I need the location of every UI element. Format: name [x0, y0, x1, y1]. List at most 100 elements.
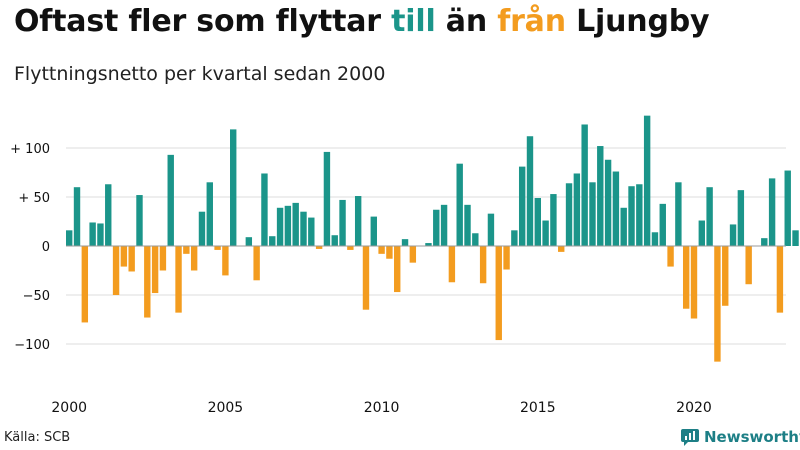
bar-2013-q4 — [495, 246, 502, 341]
bar-2010-q4 — [401, 239, 409, 246]
y-tick-label: 0 — [42, 240, 50, 255]
bar-2005-q2 — [230, 129, 237, 246]
title-part-plain: Oftast fler som flyttar — [14, 4, 392, 39]
bar-2013-q2 — [479, 246, 487, 284]
y-tick-label: + 50 — [18, 191, 50, 206]
y-tick-label: −50 — [23, 289, 50, 304]
bar-2009-q4 — [370, 216, 377, 246]
bar-2007-q4 — [308, 217, 315, 246]
bar-2014-q3 — [518, 166, 526, 246]
bar-2012-q2 — [448, 246, 456, 283]
bar-chart: + 100 + 50 0 −50 −100 2000 2005 2010 2015 2020 — [10, 115, 799, 416]
bar-2014-q1 — [503, 246, 510, 270]
bar-2008-q1 — [315, 246, 323, 249]
bar-2009-q3 — [362, 246, 370, 310]
bar-2006-q2 — [261, 173, 268, 246]
bar-2004-q2 — [198, 211, 206, 246]
bar-2000-q3 — [81, 246, 89, 323]
title-part-negative: från — [497, 4, 566, 39]
bar-2002-q4 — [151, 246, 159, 294]
bar-2011-q3 — [425, 243, 432, 246]
bar-2007-q2 — [292, 202, 299, 246]
bar-2020-q3 — [706, 187, 713, 246]
bar-2023-q1 — [784, 170, 791, 246]
bar-2020-q1 — [690, 246, 698, 319]
bar-2012-q1 — [440, 204, 448, 246]
grid-lines — [66, 147, 786, 345]
newsworthy-logo-icon — [681, 429, 699, 446]
title-part-plain: än — [435, 4, 498, 39]
bar-2009-q2 — [354, 196, 362, 246]
bar-2021-q1 — [722, 246, 729, 306]
bar-2001-q3 — [112, 246, 120, 295]
bar-2022-q2 — [761, 238, 768, 246]
x-tick-label: 2020 — [676, 400, 712, 416]
bar-2003-q4 — [183, 246, 190, 254]
bar-2021-q4 — [745, 246, 752, 285]
x-tick-label: 2000 — [51, 400, 87, 416]
brand-logo: Newsworthy — [680, 427, 800, 447]
bar-2018-q2 — [636, 184, 643, 246]
bar-2017-q3 — [612, 171, 620, 246]
bar-2019-q1 — [659, 203, 666, 246]
bar-2015-q2 — [542, 220, 549, 246]
bar-2000-q4 — [89, 222, 96, 246]
bar-2008-q2 — [323, 151, 331, 246]
x-tick-label: 2005 — [208, 400, 244, 416]
bar-2020-q2 — [698, 220, 706, 246]
bar-2019-q2 — [667, 246, 674, 267]
bar-2000-q2 — [73, 187, 81, 246]
chart-subtitle: Flyttningsnetto per kvartal sedan 2000 — [14, 63, 386, 85]
y-tick-label: + 100 — [10, 142, 50, 157]
bar-2007-q3 — [300, 211, 307, 246]
bar-2010-q2 — [386, 246, 393, 259]
bar-2017-q4 — [620, 207, 627, 246]
bar-2014-q2 — [511, 230, 518, 246]
bar-2013-q3 — [487, 213, 495, 246]
bar-2002-q2 — [136, 195, 143, 246]
brand-name: Newsworthy — [704, 428, 800, 446]
bar-2013-q1 — [472, 233, 479, 246]
bar-2018-q1 — [628, 186, 635, 246]
bar-2005-q4 — [245, 237, 253, 246]
bar-2001-q1 — [97, 223, 104, 246]
bar-2022-q3 — [768, 178, 776, 246]
bar-2008-q3 — [331, 235, 338, 246]
bar-2003-q1 — [159, 246, 167, 271]
chart-title: Oftast fler som flyttar till än från Lju… — [14, 4, 710, 39]
bar-2001-q4 — [120, 246, 128, 267]
bar-2023-q2 — [792, 230, 799, 246]
x-tick-label: 2010 — [364, 400, 400, 416]
bar-2015-q4 — [558, 246, 565, 252]
bar-2017-q1 — [597, 146, 604, 246]
bar-2012-q3 — [456, 163, 463, 246]
bar-2019-q4 — [682, 246, 690, 309]
bar-2019-q3 — [675, 182, 682, 246]
bar-2005-q1 — [222, 246, 229, 276]
bar-2016-q4 — [589, 182, 596, 246]
bar-2015-q3 — [550, 194, 557, 246]
bar-2002-q1 — [128, 246, 135, 272]
bar-2006-q1 — [253, 246, 260, 281]
bar-2003-q2 — [167, 154, 174, 246]
bar-2016-q2 — [573, 173, 581, 246]
bar-2021-q3 — [737, 190, 745, 246]
x-tick-label: 2015 — [520, 400, 556, 416]
bar-2009-q1 — [347, 246, 354, 250]
bar-2016-q1 — [565, 183, 573, 246]
bar-2018-q4 — [651, 232, 659, 246]
bar-2008-q4 — [339, 199, 346, 246]
bar-2000-q1 — [66, 230, 73, 246]
bar-2010-q3 — [394, 246, 401, 293]
bar-2004-q3 — [206, 182, 213, 246]
bar-2018-q3 — [643, 115, 651, 246]
x-axis-ticks: 2000 2005 2010 2015 2020 — [51, 400, 711, 416]
bar-2012-q4 — [464, 204, 471, 246]
bar-2015-q1 — [534, 197, 541, 246]
bar-2020-q4 — [714, 246, 721, 362]
title-part-positive: till — [391, 4, 436, 39]
bar-2001-q2 — [105, 184, 112, 246]
bar-2002-q3 — [144, 246, 151, 318]
title-part-plain: Ljungby — [565, 4, 710, 39]
bar-2006-q4 — [276, 207, 284, 246]
